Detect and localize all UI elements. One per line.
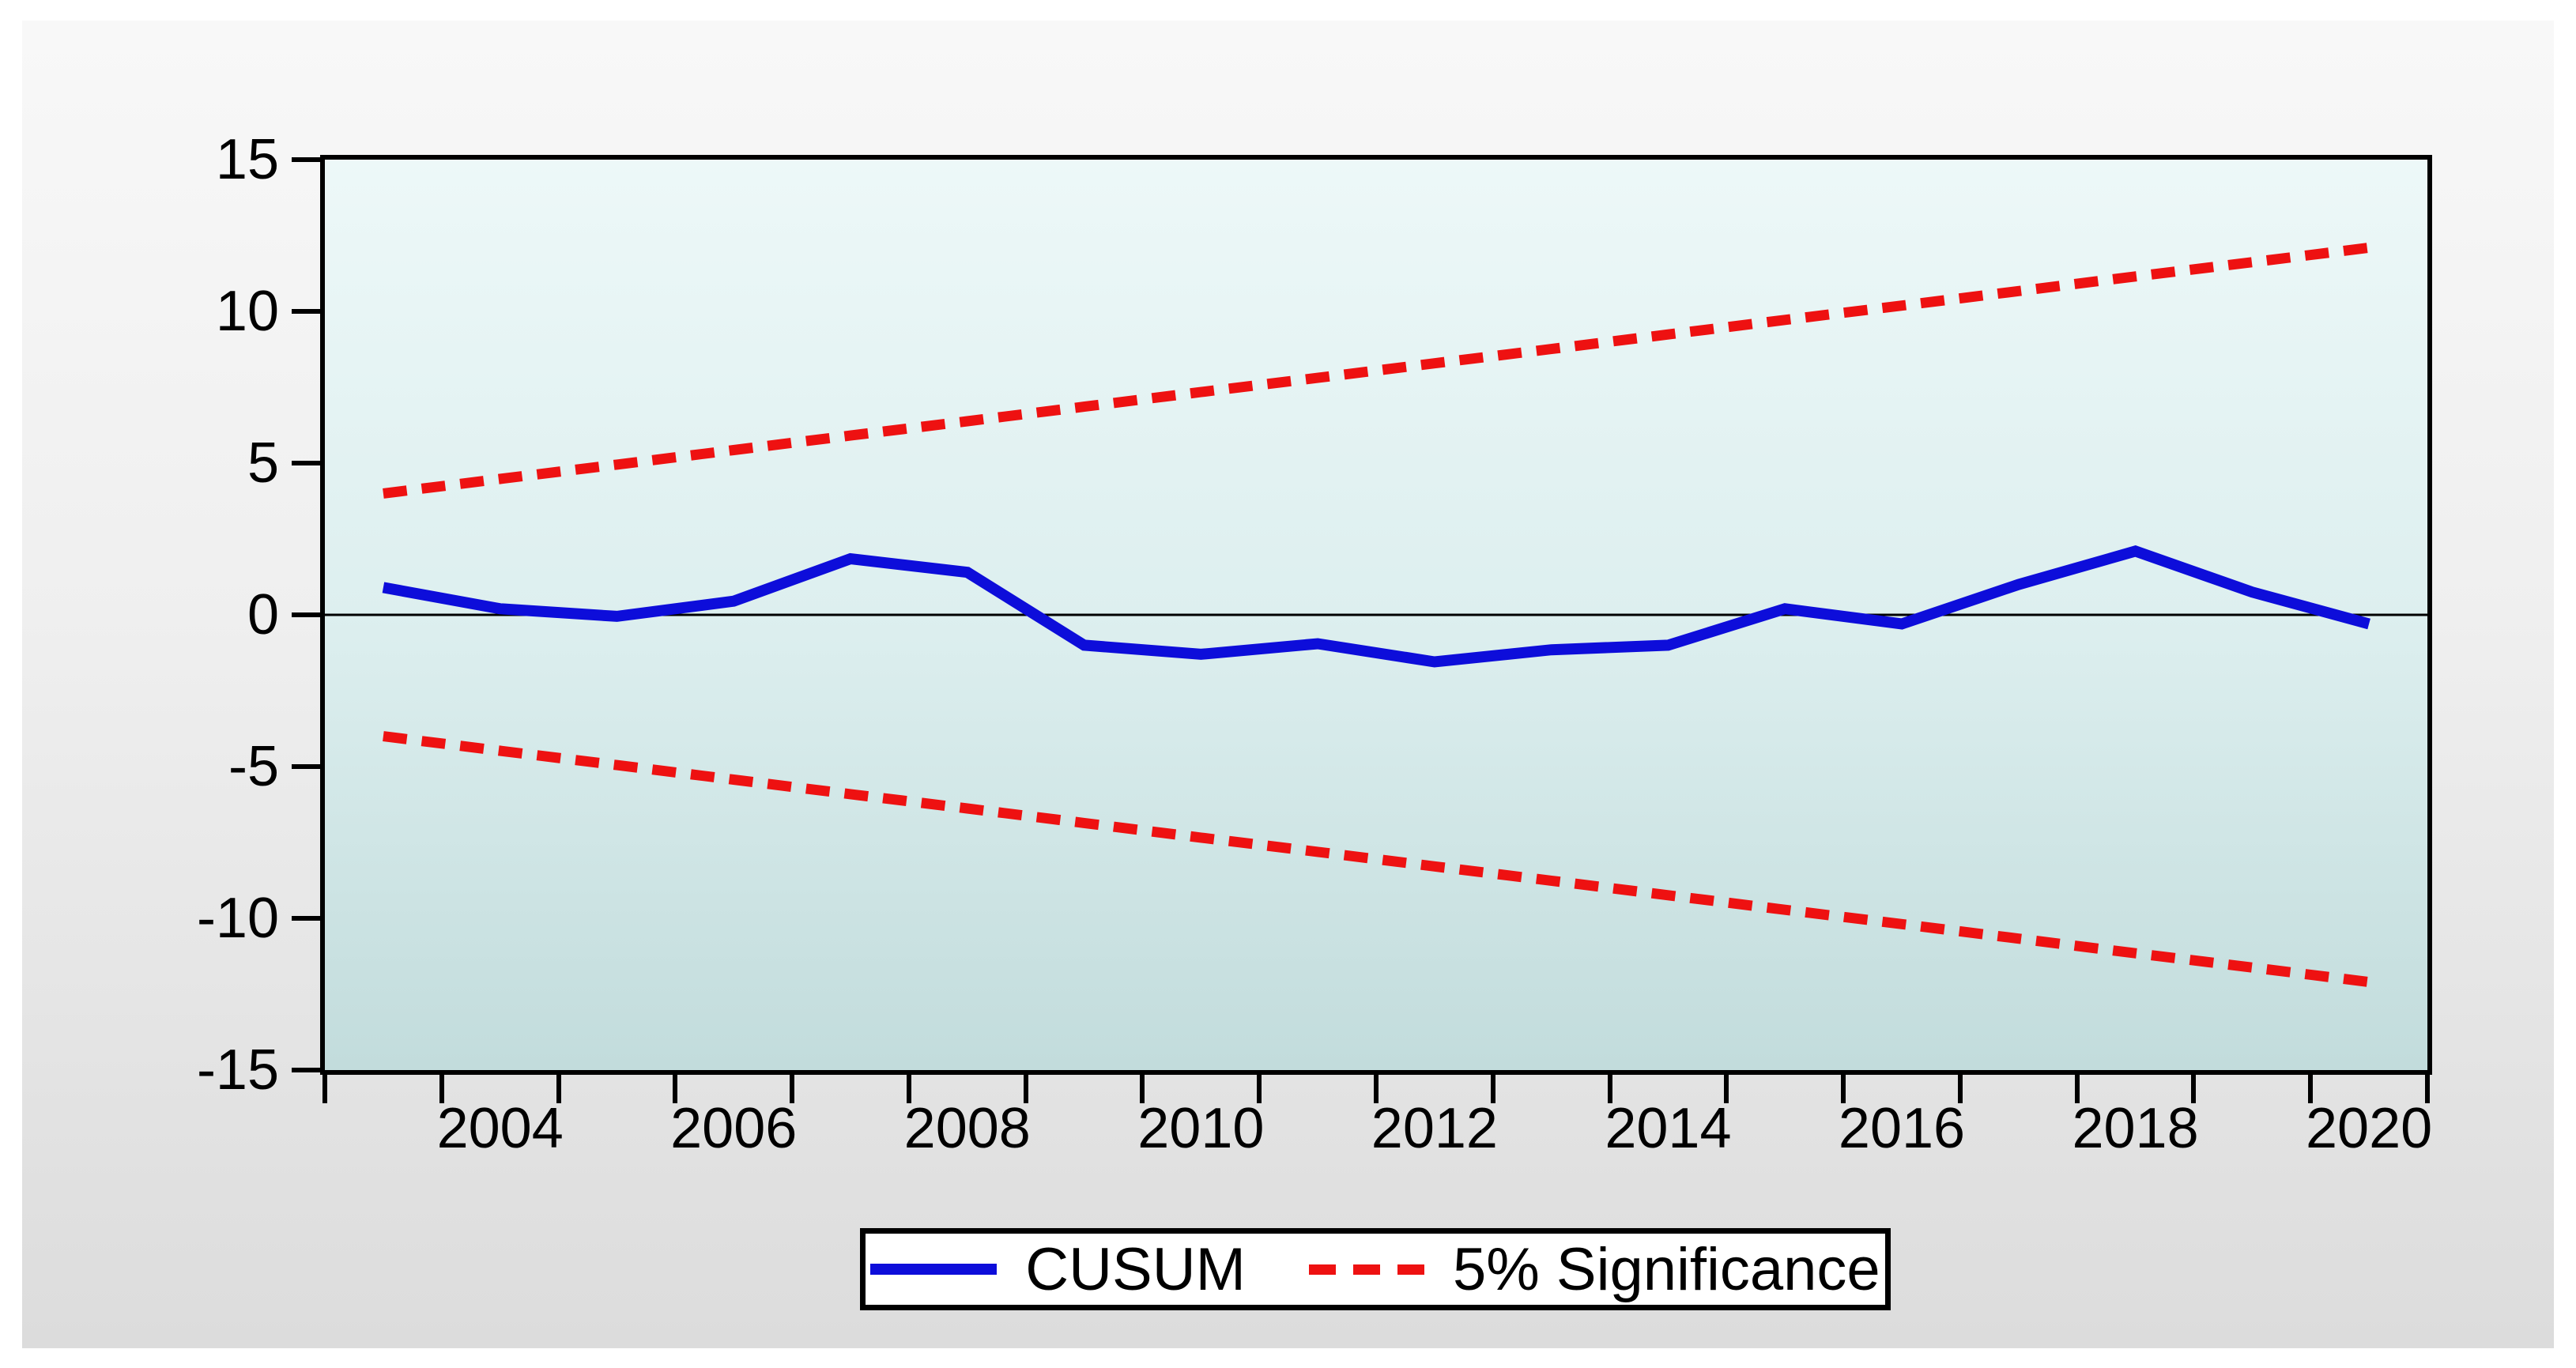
x-axis-label: 2020 [2306,1097,2433,1160]
y-axis-label: -5 [228,735,279,798]
x-axis-label: 2004 [436,1097,564,1160]
y-axis-label: 10 [215,280,279,343]
cusum-line [382,545,2370,668]
y-axis-label: 5 [247,432,279,495]
y-axis-tick [292,612,320,617]
plot-area [320,155,2432,1075]
legend-label-cusum: CUSUM [1025,1235,1246,1303]
x-axis-tick [1957,1075,1963,1103]
x-axis-tick [1257,1075,1262,1103]
x-axis-tick [439,1075,444,1103]
x-axis-tick [1724,1075,1729,1103]
upper-significance-bound-line [383,242,2370,499]
y-axis-label: 0 [247,583,279,646]
legend-box: CUSUM 5% Significance [860,1228,1891,1310]
x-axis-tick [906,1075,911,1103]
x-axis-label: 2006 [670,1097,798,1160]
y-axis-label: -15 [196,1038,279,1102]
legend-label-significance: 5% Significance [1452,1235,1880,1303]
x-axis-tick [673,1075,678,1103]
cusum-line-swatch-icon [870,1264,998,1275]
x-axis-tick [2191,1075,2197,1103]
x-axis-label: 2018 [2072,1097,2199,1160]
x-axis-tick [1023,1075,1028,1103]
x-axis-tick [790,1075,795,1103]
y-axis-tick [292,916,320,921]
x-axis-label: 2014 [1605,1097,1732,1160]
x-axis-tick [1841,1075,1846,1103]
y-axis-tick [292,461,320,465]
x-axis-label: 2016 [1838,1097,1966,1160]
x-axis-tick [322,1075,327,1103]
plot-series-canvas [325,242,2427,988]
x-axis-tick [1374,1075,1379,1103]
y-axis-label: -10 [196,887,279,950]
x-axis-tick [1490,1075,1495,1103]
legend-entry-significance: 5% Significance [1308,1235,1880,1304]
x-axis-tick [1140,1075,1145,1103]
chart-background-card: 15 10 5 0 -5 -10 -15 2004 2006 2008 2010 2012 2014 20… [22,21,2554,1348]
dash-segment-icon [1397,1264,1424,1275]
dash-segment-icon [1352,1264,1380,1275]
significance-line-swatch-icon [1308,1264,1424,1275]
x-axis-label: 2010 [1137,1097,1265,1160]
y-axis-tick [292,764,320,769]
x-axis-label: 2008 [903,1097,1031,1160]
y-axis-tick [292,1068,320,1072]
x-axis-tick [2425,1075,2430,1103]
dash-segment-icon [1308,1264,1336,1275]
x-axis-tick [2074,1075,2080,1103]
lower-significance-bound-line [383,731,2370,988]
x-axis-tick [556,1075,561,1103]
x-axis-tick [1607,1075,1612,1103]
x-axis-tick [2308,1075,2314,1103]
y-axis-label: 15 [215,128,279,191]
x-axis-label: 2012 [1371,1097,1498,1160]
legend-entry-cusum: CUSUM [870,1235,1246,1304]
y-axis-tick [292,309,320,314]
y-axis-tick [292,157,320,162]
